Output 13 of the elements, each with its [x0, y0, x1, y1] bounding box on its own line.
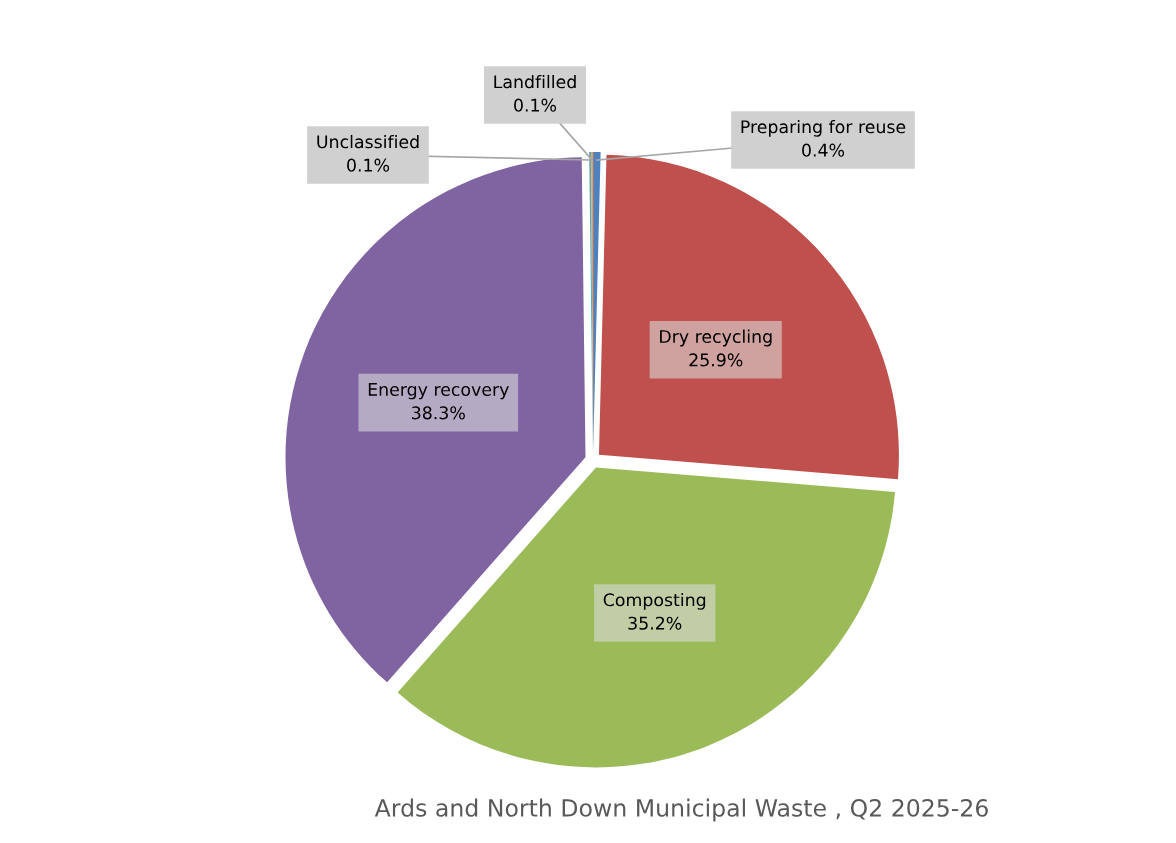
slice-label: Dry recycling [660, 329, 772, 347]
data-label: 25.9% [689, 353, 743, 367]
data-label: 0.1% [347, 158, 390, 172]
slice-label: Preparing for reuse [741, 119, 906, 137]
slice-label: Energy recovery [368, 383, 509, 400]
slice-label: Composting [603, 592, 706, 610]
data-label: 0.1% [514, 98, 557, 112]
slice-label: Unclassified [317, 134, 419, 149]
data-label: 38.3% [412, 406, 465, 420]
text: Ards and North Down Municipal Waste , Q2 2025-26 [374, 798, 988, 822]
data-label: 0.4% [802, 143, 845, 157]
slice-label: Landfilled [494, 74, 576, 89]
data-label: 35.2% [628, 616, 682, 630]
